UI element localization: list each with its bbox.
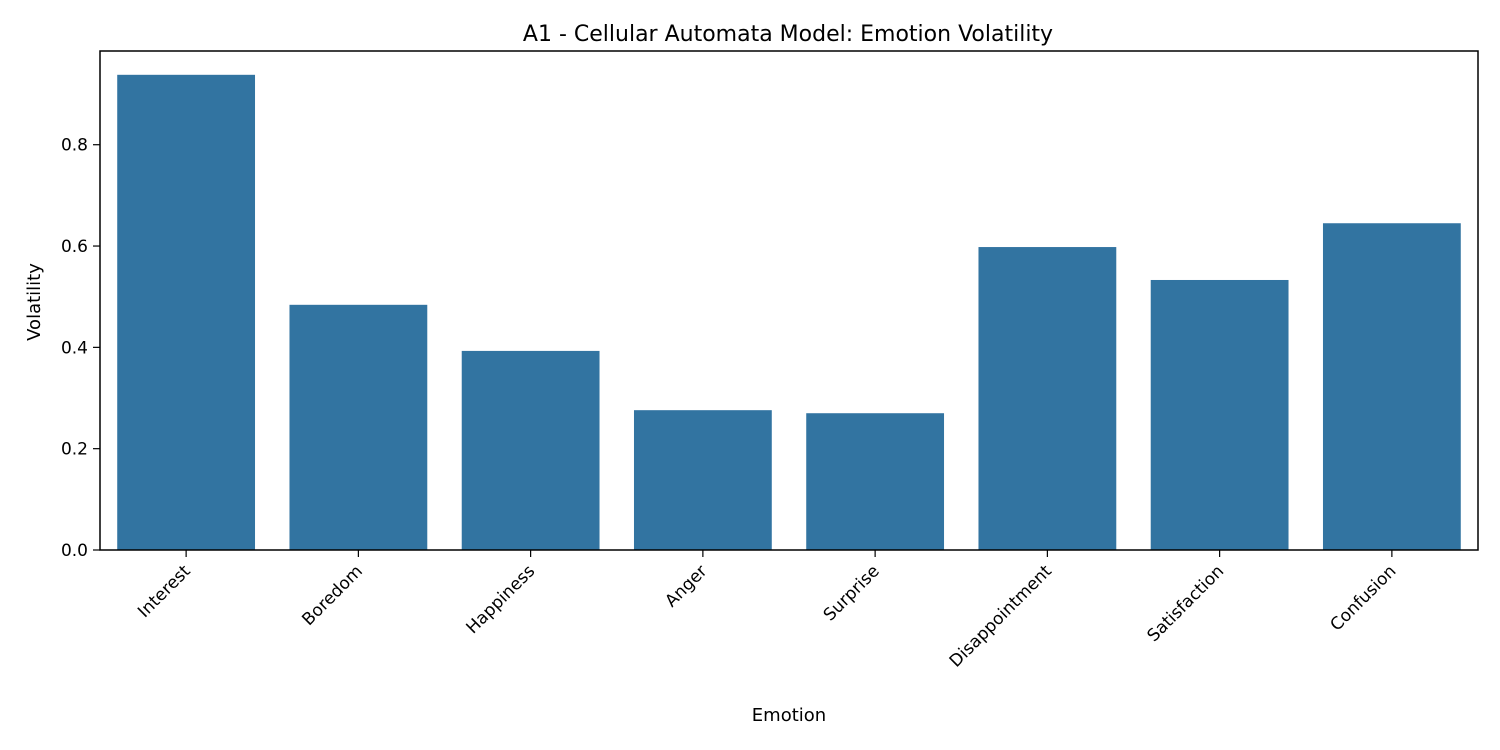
x-tick-label: Interest xyxy=(134,561,195,622)
x-tick-label: Anger xyxy=(661,561,711,611)
plot-frame xyxy=(99,50,1479,551)
bar-happiness xyxy=(461,350,600,550)
y-tick-label: 0.6 xyxy=(61,237,88,257)
bar-interest xyxy=(117,74,256,550)
x-tick-label: Confusion xyxy=(1326,561,1400,635)
bar-boredom xyxy=(289,304,428,550)
y-tick-label: 0.2 xyxy=(61,440,88,460)
y-tick-label: 0.4 xyxy=(61,338,88,358)
y-tick-label: 0.0 xyxy=(61,541,88,561)
x-tick-label: Satisfaction xyxy=(1143,561,1228,646)
bar-confusion xyxy=(1322,223,1461,551)
bar-anger xyxy=(633,410,772,550)
bars-group xyxy=(117,74,1461,551)
x-tick-label: Happiness xyxy=(462,561,539,638)
x-tick-label: Surprise xyxy=(820,561,884,625)
x-axis-label: Emotion xyxy=(752,705,826,726)
x-tick-label: Disappointment xyxy=(946,561,1056,671)
y-tick-label: 0.8 xyxy=(61,136,88,156)
bar-surprise xyxy=(806,413,945,550)
bar-disappointment xyxy=(978,247,1117,551)
x-tick-label: Boredom xyxy=(298,561,367,630)
chart-title: A1 - Cellular Automata Model: Emotion Vo… xyxy=(523,22,1053,47)
x-axis: Interest Boredom Happiness Anger Surprise Dis… xyxy=(134,550,1400,671)
y-axis: 0.0 0.2 0.4 0.6 0.8 xyxy=(61,136,100,561)
y-axis-label: Volatility xyxy=(24,263,45,341)
bar-satisfaction xyxy=(1150,279,1289,550)
